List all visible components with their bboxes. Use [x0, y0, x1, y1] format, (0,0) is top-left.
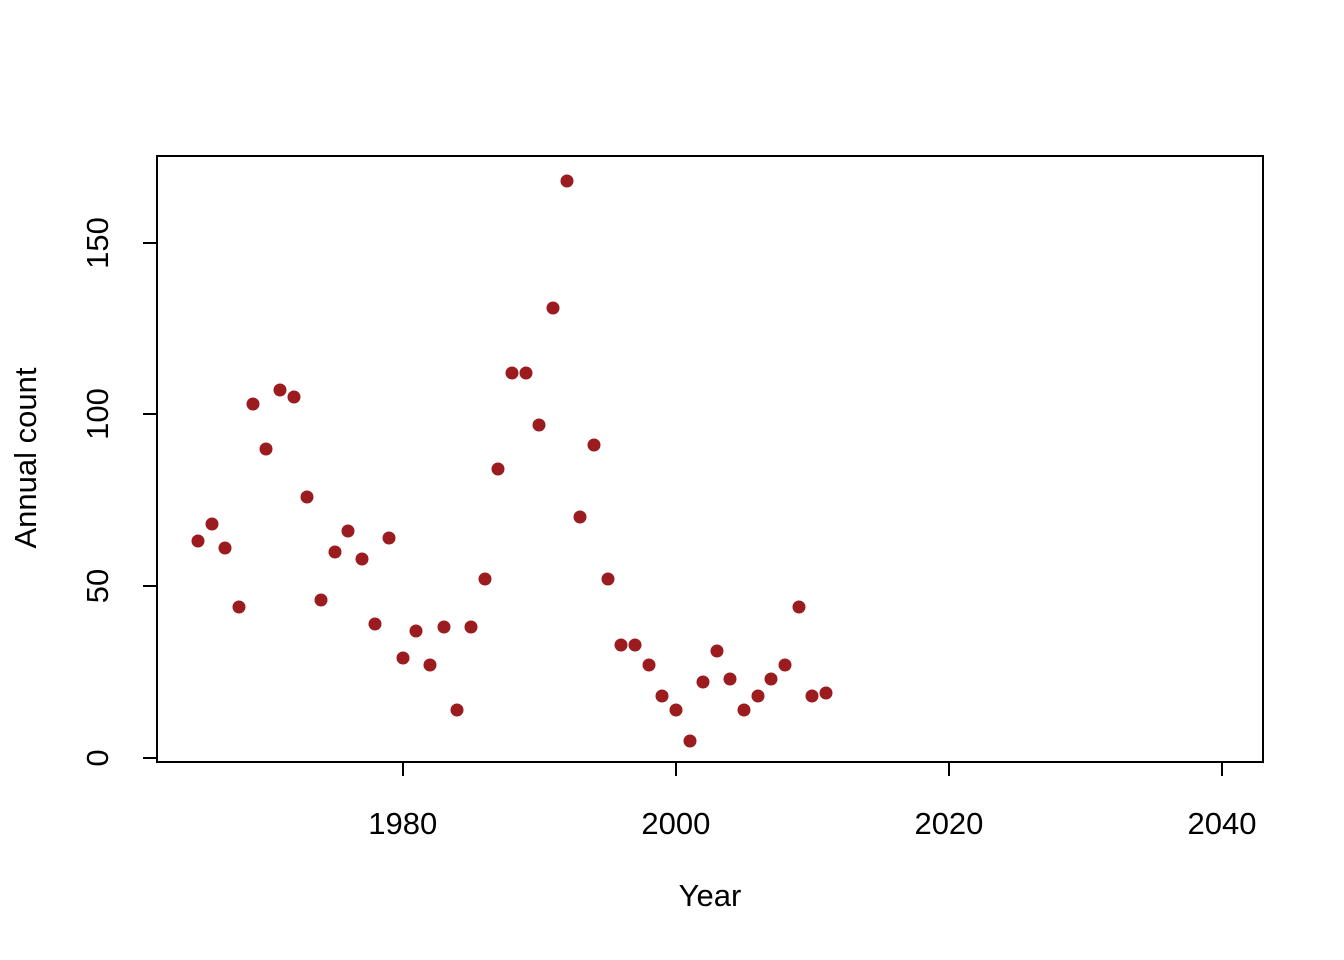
x-axis-title: Year: [678, 878, 742, 913]
data-point: [723, 672, 737, 686]
data-point: [669, 703, 683, 717]
data-point: [437, 620, 451, 634]
data-point: [396, 651, 410, 665]
x-tick-label: 1980: [368, 806, 438, 841]
data-point: [764, 672, 778, 686]
data-point: [464, 620, 478, 634]
data-point: [246, 397, 260, 411]
data-point: [287, 390, 301, 404]
x-axis-tick: [674, 762, 677, 776]
data-point: [560, 174, 574, 188]
y-axis-tick: [143, 413, 157, 416]
data-point: [205, 517, 219, 531]
data-point: [328, 545, 341, 559]
data-point: [792, 600, 806, 614]
data-point: [655, 689, 669, 703]
y-axis-tick: [143, 241, 157, 244]
y-tick-label: 50: [80, 568, 115, 604]
data-point: [368, 617, 382, 631]
data-point: [532, 418, 546, 432]
data-point: [751, 689, 765, 703]
y-tick-label: 0: [80, 749, 115, 767]
data-point: [778, 658, 792, 672]
data-point: [642, 658, 656, 672]
x-tick-label: 2000: [641, 806, 711, 841]
data-point: [519, 366, 533, 380]
data-point: [273, 383, 287, 397]
data-point: [628, 638, 642, 651]
data-point: [710, 644, 724, 658]
data-point: [819, 686, 833, 700]
data-point: [382, 531, 396, 545]
data-point: [683, 734, 697, 748]
y-tick-label: 150: [80, 216, 115, 269]
data-point: [259, 442, 273, 456]
y-axis-tick: [143, 756, 157, 759]
y-axis-title: Annual count: [8, 367, 43, 549]
data-point: [546, 301, 560, 315]
data-point: [232, 600, 246, 614]
data-point: [423, 658, 437, 672]
x-axis-tick: [1221, 762, 1224, 776]
data-point: [505, 366, 519, 380]
x-tick-label: 2020: [914, 806, 984, 841]
x-tick-label: 2040: [1187, 806, 1257, 841]
plot-area: [156, 155, 1264, 763]
data-point: [737, 703, 751, 717]
data-point: [805, 689, 819, 703]
x-axis-tick: [947, 762, 950, 776]
data-point: [601, 572, 615, 586]
data-point: [573, 510, 587, 524]
data-point: [587, 438, 601, 452]
y-tick-label: 100: [80, 388, 115, 441]
data-point: [478, 572, 492, 586]
x-axis-tick: [401, 762, 404, 776]
data-point: [696, 675, 710, 689]
data-point: [300, 490, 314, 504]
data-point: [341, 524, 355, 538]
data-point: [614, 638, 628, 651]
data-point: [491, 462, 505, 476]
data-point: [409, 624, 423, 638]
data-point: [218, 541, 232, 555]
data-point: [314, 593, 328, 607]
data-point: [191, 534, 205, 548]
data-point: [355, 552, 369, 566]
data-point: [450, 703, 464, 717]
y-axis-tick: [143, 585, 157, 588]
